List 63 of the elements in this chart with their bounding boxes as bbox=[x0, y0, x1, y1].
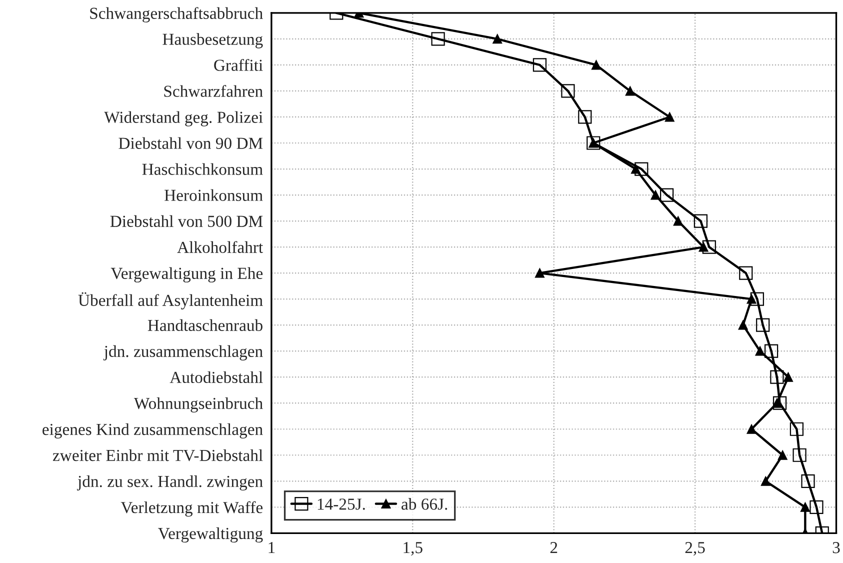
point bbox=[694, 214, 708, 228]
point bbox=[578, 110, 592, 124]
y-tick-label: zweiter Einbr mit TV-Diebstahl bbox=[52, 449, 263, 462]
y-tick-label: Widerstand geg. Polizei bbox=[104, 111, 263, 126]
point bbox=[631, 164, 640, 174]
point bbox=[778, 450, 788, 460]
point bbox=[800, 502, 810, 512]
point bbox=[764, 344, 778, 358]
y-tick-label: jdn. zu sex. Handl. zwingen bbox=[77, 475, 263, 491]
y-tick-label: Autodiebstahl bbox=[170, 371, 263, 384]
y-tick-label: Alkoholfahrt bbox=[177, 241, 264, 253]
point bbox=[591, 60, 601, 70]
y-tick-label: Heroinkonsum bbox=[164, 189, 263, 201]
point bbox=[755, 346, 765, 356]
point bbox=[784, 372, 793, 382]
point bbox=[772, 396, 787, 410]
point bbox=[625, 86, 635, 96]
point bbox=[750, 292, 764, 306]
y-tick-label: Vergewaltigung bbox=[158, 527, 263, 543]
y-tick-label: Haschischkonsum bbox=[142, 163, 263, 175]
x-tick-label: 2,5 bbox=[685, 542, 705, 556]
point bbox=[535, 268, 544, 278]
point bbox=[634, 162, 648, 176]
point bbox=[739, 266, 753, 280]
point bbox=[673, 216, 683, 226]
point bbox=[792, 448, 806, 462]
point bbox=[532, 58, 547, 72]
y-tick-label: Diebstahl von 500 DM bbox=[110, 215, 263, 227]
y-tick-label: Vergewaltigung in Ehe bbox=[110, 267, 263, 282]
x-tick-label: 1,5 bbox=[404, 542, 422, 556]
x-tick-label: 1 bbox=[268, 542, 275, 554]
legend-label: 14-25J. bbox=[318, 498, 365, 510]
point bbox=[698, 242, 708, 252]
point bbox=[801, 474, 815, 488]
point bbox=[431, 32, 445, 46]
legend-label: ab 66J. bbox=[402, 498, 448, 510]
point bbox=[650, 190, 660, 200]
point bbox=[702, 240, 716, 254]
point bbox=[660, 188, 674, 202]
point bbox=[746, 294, 756, 304]
point bbox=[790, 422, 804, 436]
point bbox=[738, 320, 748, 330]
point bbox=[810, 500, 824, 514]
y-tick-label: jdn. zusammenschlagen bbox=[103, 345, 263, 360]
y-tick-label: Handtaschenraub bbox=[148, 319, 262, 332]
point bbox=[561, 84, 575, 98]
y-tick-label: Graffiti bbox=[214, 59, 263, 71]
point bbox=[756, 318, 770, 332]
point bbox=[664, 112, 674, 122]
y-tick-label: Diebstahl von 90 DM bbox=[118, 137, 263, 149]
x-tick-label: 3 bbox=[832, 542, 840, 554]
y-tick-label: Wohnungseinbruch bbox=[134, 397, 263, 412]
y-tick-label: Überfall auf Asylantenheim bbox=[78, 292, 263, 310]
point bbox=[746, 424, 756, 434]
point bbox=[770, 370, 784, 384]
point bbox=[492, 34, 502, 44]
y-tick-label: Schwarzfahren bbox=[164, 85, 263, 97]
y-tick-label: Hausbesetzung bbox=[162, 33, 263, 48]
point bbox=[760, 476, 770, 486]
x-tick-label: 2 bbox=[550, 542, 558, 554]
y-tick-label: eigenes Kind zusammenschlagen bbox=[42, 423, 263, 438]
y-tick-label: Verletzung mit Waffe bbox=[120, 501, 263, 517]
y-tick-label: Schwangerschaftsabbruch bbox=[90, 7, 263, 22]
